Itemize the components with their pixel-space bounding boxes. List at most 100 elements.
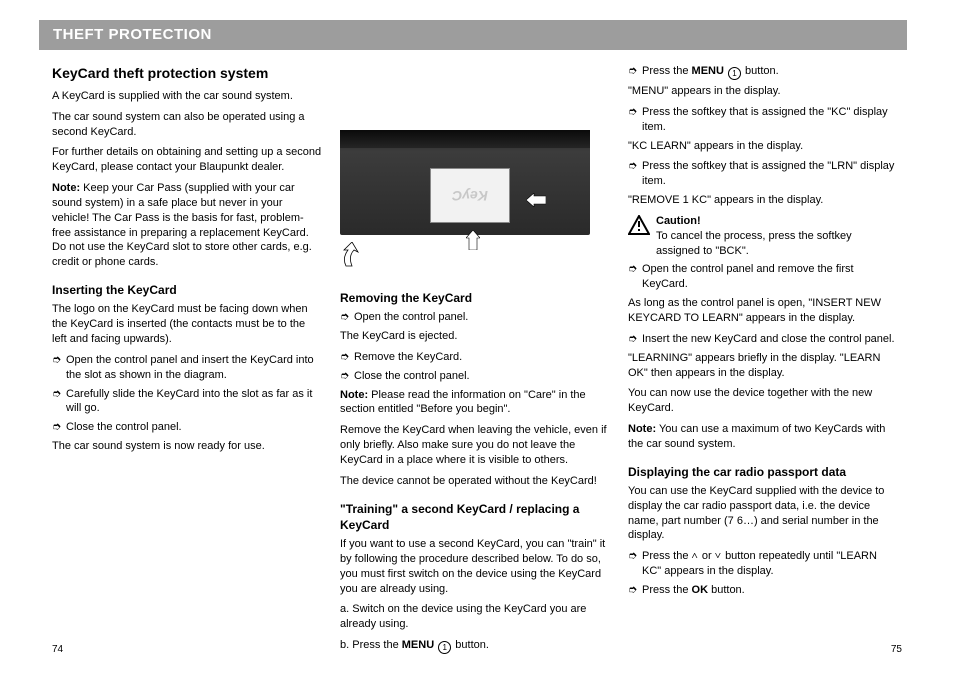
step-text: Insert the new KeyCard and close the con… [642,332,898,347]
para: The logo on the KeyCard must be facing d… [52,302,322,347]
note-label: Note: [340,389,368,401]
product-photo: KeyC [330,130,600,280]
para: As long as the control panel is open, "I… [628,296,898,326]
column-3: ➮ Press the MENU 1 button. "MENU" appear… [628,64,898,602]
callout-circle-1: 1 [438,641,451,654]
para: The car sound system can also be operate… [52,110,322,140]
arrow-up-icon [466,230,480,250]
para: Remove the KeyCard when leaving the vehi… [340,423,610,468]
step: ➮ Open the control panel and remove the … [628,262,898,292]
text: button. [711,584,745,596]
note-label: Note: [628,423,656,435]
warning-triangle-icon [628,215,650,235]
para: The car sound system is now ready for us… [52,439,322,454]
note-block: Note: You can use a maximum of two KeyCa… [628,422,898,452]
step-text: Press the ˄ or ˅ button repeatedly until… [642,549,898,579]
step: ➮ Carefully slide the KeyCard into the s… [52,387,322,417]
text: Press the [642,550,692,562]
page-number-right: 75 [891,643,902,657]
step-text: Carefully slide the KeyCard into the slo… [66,387,322,417]
keycard-graphic: KeyC [430,168,510,223]
para: If you want to use a second KeyCard, you… [340,537,610,596]
text: b. Press the [340,639,402,651]
step-marker-icon: ➮ [340,310,354,325]
step-text: Open the control panel. [354,310,610,325]
note-text: You can use a maximum of two KeyCards wi… [628,423,885,450]
step-marker-icon: ➮ [628,105,642,135]
step-marker-icon: ➮ [52,420,66,435]
text: button. [745,65,779,77]
step-marker-icon: ➮ [628,159,642,189]
note-label: Note: [52,182,80,194]
step: ➮ Open the control panel and insert the … [52,353,322,383]
step-marker-icon: ➮ [628,549,642,579]
step-marker-icon: ➮ [340,350,354,365]
para: "LEARNING" appears briefly in the displa… [628,351,898,381]
callout-circle-1: 1 [728,67,741,80]
key-label: MENU [692,65,724,77]
text: button. [455,639,489,651]
step-text: Open the control panel and insert the Ke… [66,353,322,383]
para: The KeyCard is ejected. [340,329,610,344]
list-item: b. Press the MENU 1 button. [340,638,610,654]
step: ➮ Press the ˄ or ˅ button repeatedly unt… [628,549,898,579]
step-text: Close the control panel. [66,420,322,435]
step-marker-icon: ➮ [628,64,642,80]
para: "REMOVE 1 KC" appears in the display. [628,193,898,208]
note-text: Keep your Car Pass (supplied with your c… [52,182,312,268]
step-marker-icon: ➮ [628,262,642,292]
step: ➮ Press the MENU 1 button. [628,64,898,80]
column-2: Removing the KeyCard ➮ Open the control … [340,290,610,660]
heading-removing-keycard: Removing the KeyCard [340,290,610,306]
step: ➮ Open the control panel. [340,310,610,325]
step-text: Press the softkey that is assigned the "… [642,159,898,189]
step-text: Press the MENU 1 button. [642,64,898,80]
key-label: MENU [402,639,434,651]
key-label: OK [692,584,709,596]
list-item: a. Switch on the device using the KeyCar… [340,602,610,632]
arrow-curved-icon [340,242,364,268]
step: ➮ Close the control panel. [52,420,322,435]
text: Press the [642,65,692,77]
para: You can now use the device together with… [628,386,898,416]
para: "MENU" appears in the display. [628,84,898,99]
para: For further details on obtaining and set… [52,145,322,175]
warning-body: Caution! To cancel the process, press th… [656,214,898,259]
step-text: Remove the KeyCard. [354,350,610,365]
device-lid [340,130,590,148]
step-text: Close the control panel. [354,369,610,384]
section-header-title: THEFT PROTECTION [53,25,212,45]
note-block: Note: Please read the information on "Ca… [340,388,610,418]
warning-text: To cancel the process, press the softkey… [656,230,852,257]
step: ➮ Press the softkey that is assigned the… [628,159,898,189]
note-text: Please read the information on "Care" in… [340,389,586,416]
column-1: KeyCard theft protection system A KeyCar… [52,64,322,460]
step-text: Open the control panel and remove the fi… [642,262,898,292]
step-text: Press the OK button. [642,583,898,598]
para: You can use the KeyCard supplied with th… [628,484,898,543]
keycard-label: KeyC [452,186,488,205]
arrow-up-key: ˄ [692,549,699,562]
heading-training-second-keycard: "Training" a second KeyCard / replacing … [340,501,610,533]
heading-passport-data: Displaying the car radio passport data [628,464,898,480]
arrow-left-icon [526,193,546,207]
para: The device cannot be operated without th… [340,474,610,489]
step: ➮ Remove the KeyCard. [340,350,610,365]
warning-block: Caution! To cancel the process, press th… [628,214,898,259]
heading-keycard-system: KeyCard theft protection system [52,64,322,83]
step: ➮ Press the OK button. [628,583,898,598]
step-marker-icon: ➮ [628,583,642,598]
heading-inserting-keycard: Inserting the KeyCard [52,282,322,298]
para: "KC LEARN" appears in the display. [628,139,898,154]
step: ➮ Close the control panel. [340,369,610,384]
note-block: Note: Keep your Car Pass (supplied with … [52,181,322,270]
warning-label: Caution! [656,215,701,227]
step-marker-icon: ➮ [52,387,66,417]
section-header: THEFT PROTECTION [39,20,907,50]
step-marker-icon: ➮ [340,369,354,384]
step-marker-icon: ➮ [52,353,66,383]
text: Press the [642,584,692,596]
step-text: Press the softkey that is assigned the "… [642,105,898,135]
step: ➮ Insert the new KeyCard and close the c… [628,332,898,347]
page-number-left: 74 [52,643,63,657]
